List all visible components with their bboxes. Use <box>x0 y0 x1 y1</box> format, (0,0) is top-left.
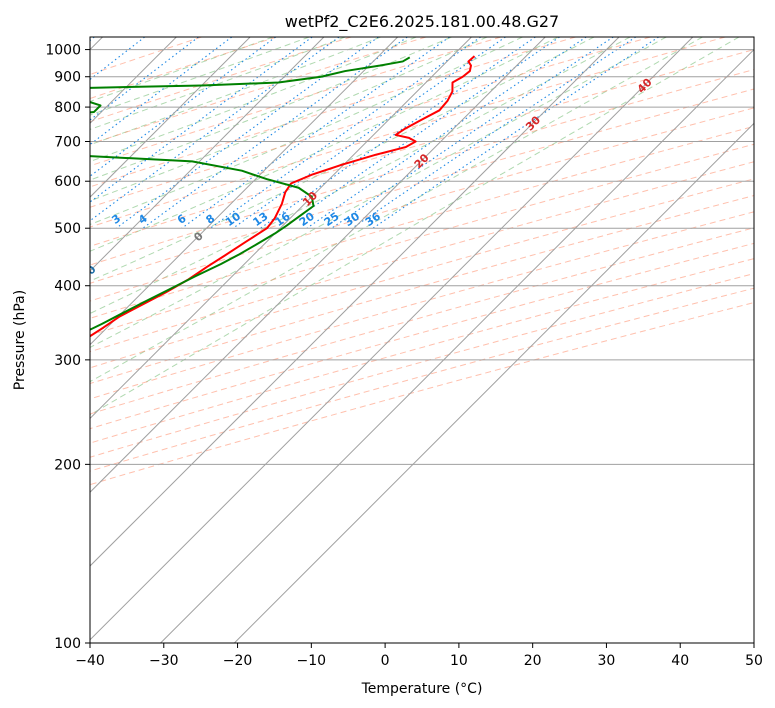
y-tick-label: 900 <box>54 70 81 86</box>
mixing-ratio-line <box>181 37 450 229</box>
isotherm-label: -10 <box>75 263 98 286</box>
x-tick-label: −30 <box>149 653 179 669</box>
isotherm-line <box>90 37 546 493</box>
dry-adiabat-line <box>90 302 754 486</box>
dry-adiabat-line <box>90 37 501 167</box>
moist-adiabat-line <box>90 37 703 383</box>
isotherm-line <box>90 37 251 198</box>
y-tick-label: 600 <box>54 174 81 190</box>
moist-adiabat-line <box>90 37 740 416</box>
mixing-ratio-line <box>232 37 506 229</box>
mixing-ratio-line <box>90 37 313 203</box>
dry-adiabat-line <box>90 107 754 302</box>
x-tick-label: 50 <box>745 653 763 669</box>
x-axis: −40 −30 −20 −10 0 10 20 30 40 50 <box>75 643 763 669</box>
x-tick-label: 10 <box>450 653 468 669</box>
y-tick-label: 100 <box>54 636 81 652</box>
dry-adiabat-line <box>90 125 754 319</box>
dry-adiabat-line <box>90 37 427 145</box>
profile-series <box>90 55 476 338</box>
plot-frame <box>89 36 755 644</box>
isotherms <box>90 37 754 643</box>
dry-adiabat-line <box>90 37 651 208</box>
dry-adiabat-line <box>90 69 754 266</box>
y-tick-label: 300 <box>54 353 81 369</box>
dry-adiabat-line <box>90 227 754 415</box>
dry-adiabat-line <box>90 37 277 100</box>
y-tick-label: 800 <box>54 100 81 116</box>
y-axis: 100 200 300 400 500 600 700 800 900 1000 <box>45 43 90 652</box>
x-tick-label: 30 <box>598 653 616 669</box>
moist-adiabat-line <box>90 37 381 146</box>
y-tick-label: 700 <box>54 134 81 150</box>
moist-adiabat-line <box>90 37 595 282</box>
x-tick-label: 0 <box>381 653 390 669</box>
mixing-ratio-lines <box>90 37 659 229</box>
mixing-ratio-line <box>90 37 95 42</box>
isotherm-line <box>233 122 754 643</box>
x-tick-label: 20 <box>524 653 542 669</box>
y-tick-label: 500 <box>54 221 81 237</box>
moist-adiabat-line <box>90 37 631 315</box>
pressure-gridlines <box>90 49 754 643</box>
y-axis-label: Pressure (hPa) <box>12 290 28 390</box>
chart-title: wetPf2_C2E6.2025.181.00.48.G27 <box>285 12 559 32</box>
mixing-ratio-line <box>90 37 276 177</box>
isotherm-line <box>90 37 399 346</box>
mixing-ratio-label: 1 <box>14 212 28 227</box>
y-tick-label: 400 <box>54 279 81 295</box>
dry-adiabat-line <box>90 273 754 458</box>
y-tick-label: 200 <box>54 457 81 473</box>
mixing-ratio-line <box>351 37 637 229</box>
moist-adiabat-line <box>90 37 559 252</box>
mixing-ratio-line <box>260 37 536 229</box>
mixing-ratio-line <box>331 37 614 229</box>
isotherm-line <box>90 37 620 567</box>
x-tick-label: −20 <box>223 653 253 669</box>
dry-adiabat-line <box>90 88 754 284</box>
isotherm-line <box>160 48 754 643</box>
mixing-ratio-line <box>282 37 560 229</box>
isotherm-line <box>90 37 472 420</box>
dry-adiabat-line <box>90 258 754 444</box>
moist-adiabat-line <box>90 37 488 202</box>
isotherm-line <box>90 37 325 272</box>
mixing-ratio-line <box>306 37 587 229</box>
x-tick-label: −10 <box>297 653 327 669</box>
isotherm-line <box>90 37 694 641</box>
mixing-ratio-line <box>142 37 408 229</box>
y-tick-label: 1000 <box>45 43 81 59</box>
x-tick-label: −40 <box>75 653 105 669</box>
plot-area <box>90 37 754 643</box>
mixing-ratio-line <box>210 37 481 229</box>
moist-adiabat-line <box>90 37 523 226</box>
x-axis-label: Temperature (°C) <box>361 681 483 697</box>
x-tick-label: 40 <box>671 653 689 669</box>
dewpoint-profile <box>90 56 411 331</box>
mixing-ratio-line <box>372 37 659 229</box>
moist-adiabat-line <box>90 37 667 348</box>
